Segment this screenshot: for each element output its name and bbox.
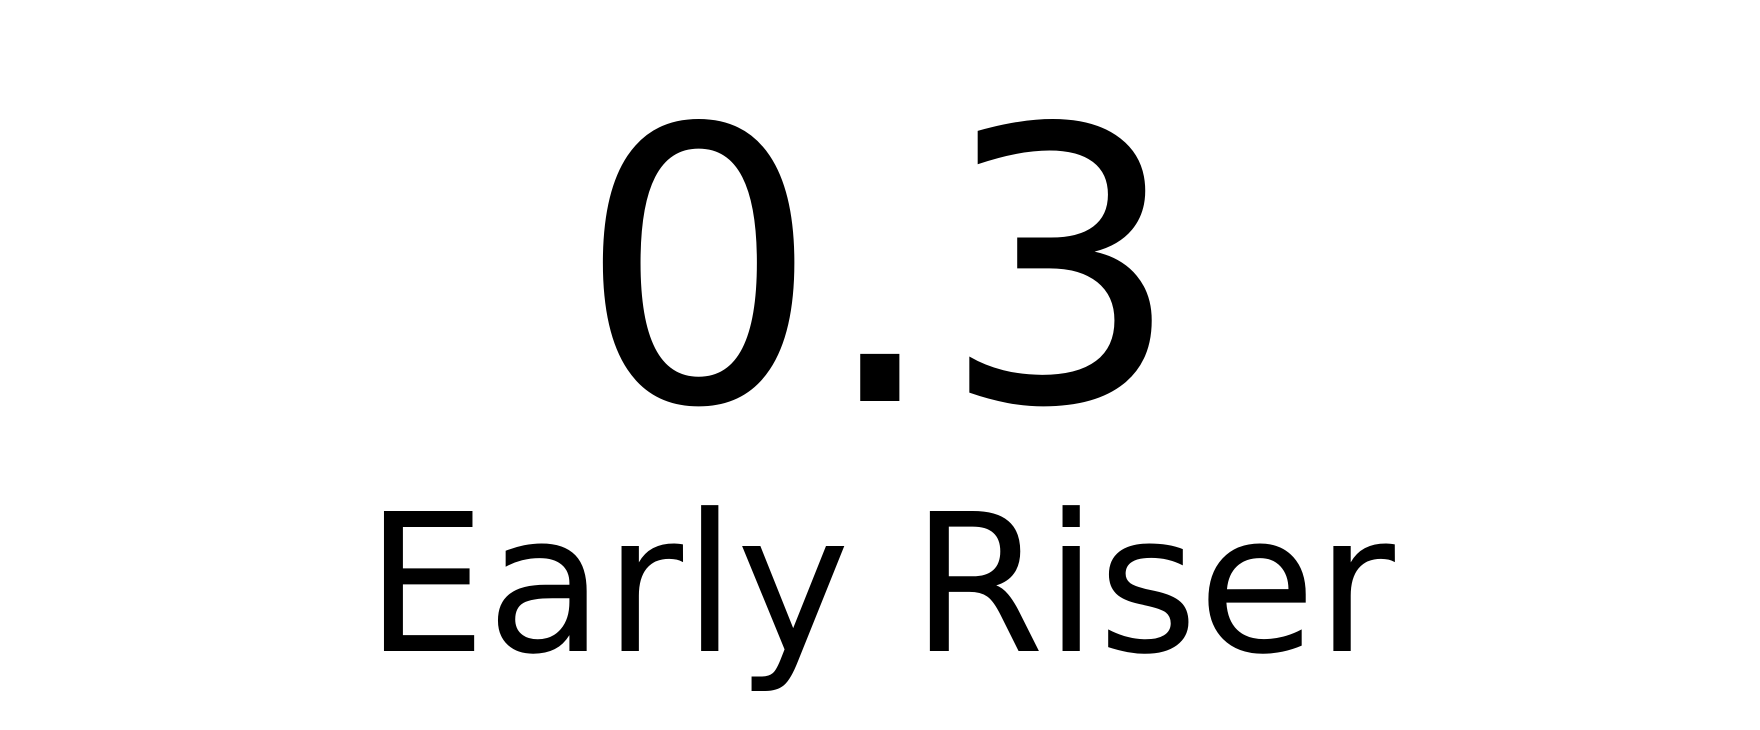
badge-label: Early Riser — [365, 474, 1395, 697]
score-value: 0.3 — [577, 48, 1183, 491]
